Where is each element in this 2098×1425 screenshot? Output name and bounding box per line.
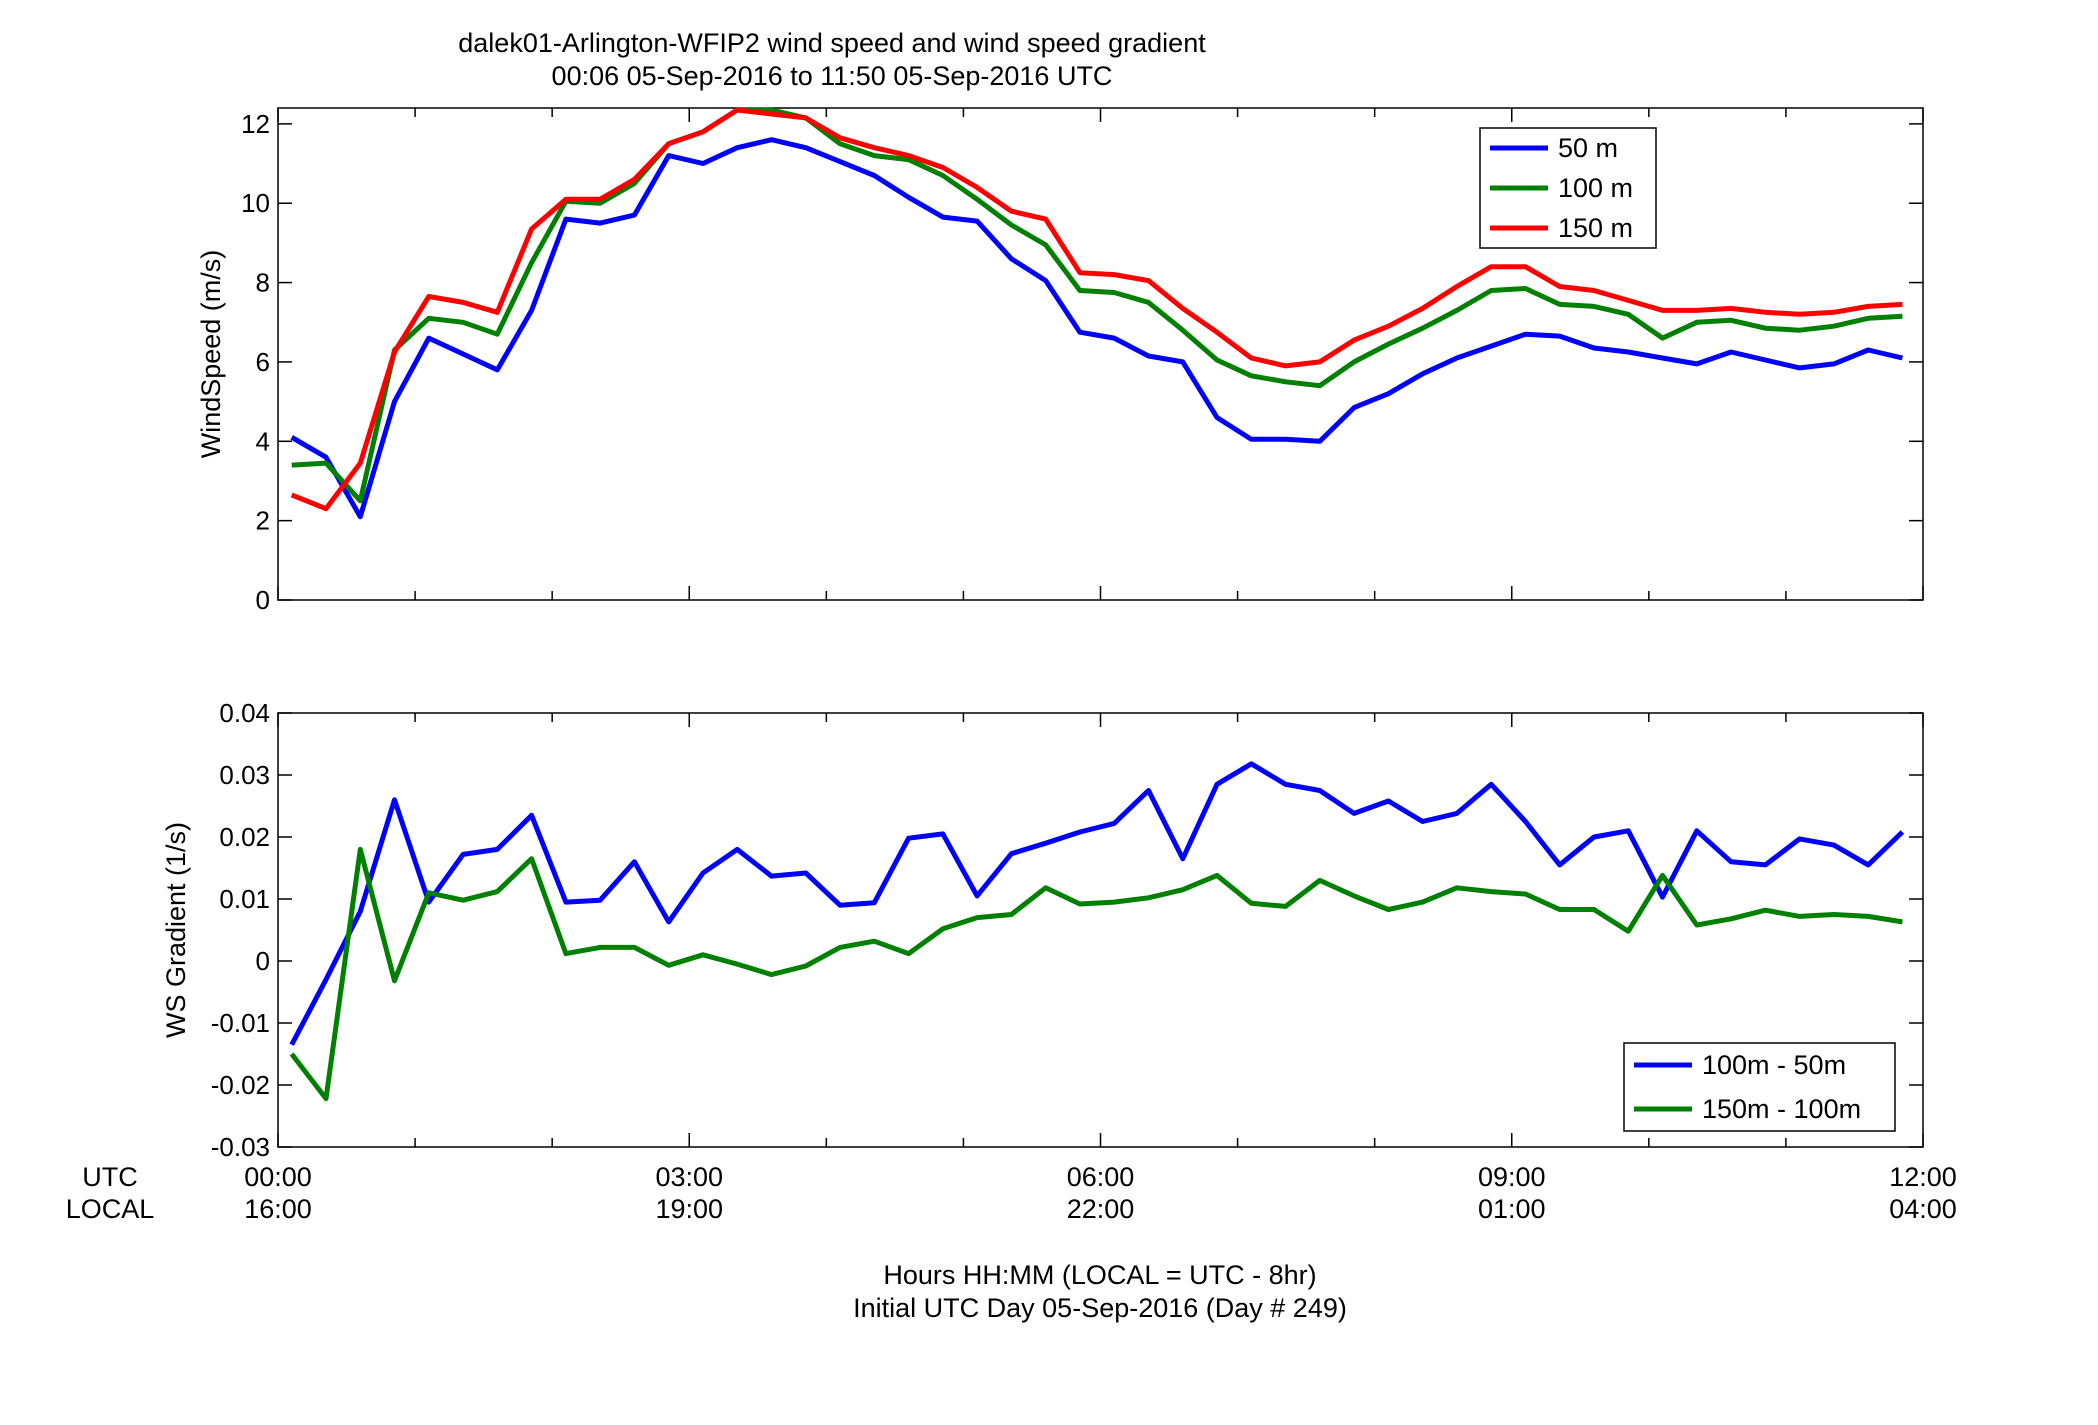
ws-gradient-legend: 100m - 50m 150m - 100m — [1623, 1042, 1896, 1132]
wind-speed-series — [290, 107, 1903, 520]
ws-gradient-y-tick-label: 0 — [256, 946, 270, 976]
wind-speed-panel: 0 2 4 6 8 10 12 WindSpeed (m/s) 50 m 100 m 150 m — [196, 107, 1924, 615]
x-tick-label-utc: 00:00 — [244, 1162, 312, 1192]
ws-gradient-legend-label: 100m - 50m — [1702, 1050, 1846, 1080]
utc-row-label: UTC — [82, 1162, 138, 1192]
x-tick-label-utc: 03:00 — [655, 1162, 723, 1192]
wind-speed-y-tick-label: 12 — [241, 109, 270, 139]
ws-gradient-y-tick-label: -0.02 — [211, 1070, 270, 1100]
x-tick-label-utc: 09:00 — [1478, 1162, 1546, 1192]
ws-gradient-y-tick-label: 0.02 — [219, 822, 270, 852]
x-tick-label-local: 22:00 — [1067, 1194, 1135, 1224]
wind-speed-y-tick-label: 8 — [256, 268, 270, 298]
ws-gradient-series-100m-50m — [289, 761, 1905, 1046]
wind-speed-y-tick-label: 6 — [256, 347, 270, 377]
wind-speed-y-tick-label: 2 — [256, 506, 270, 536]
chart-title-line1: dalek01-Arlington-WFIP2 wind speed and w… — [458, 28, 1206, 58]
x-tick-label-utc: 06:00 — [1067, 1162, 1135, 1192]
ws-gradient-panel: -0.03 -0.02 -0.01 0 0.01 0.02 0.03 0.04 WS Grad… — [161, 698, 1924, 1162]
wind-speed-y-axis-label: WindSpeed (m/s) — [196, 250, 226, 459]
chart-title-line2: 00:06 05-Sep-2016 to 11:50 05-Sep-2016 U… — [552, 61, 1113, 91]
ws-gradient-y-tick-label: 0.01 — [219, 884, 270, 914]
x-tick-label-local: 16:00 — [244, 1194, 312, 1224]
x-tick-label-local: 04:00 — [1889, 1194, 1957, 1224]
ws-gradient-ticks: -0.03 -0.02 -0.01 0 0.01 0.02 0.03 0.04 — [211, 698, 1924, 1162]
wind-speed-y-tick-label: 0 — [256, 585, 270, 615]
ws-gradient-y-tick-label: -0.01 — [211, 1008, 270, 1038]
ws-gradient-y-tick-label: 0.03 — [219, 760, 270, 790]
wind-speed-series-50-m — [290, 137, 1903, 520]
ws-gradient-legend-label: 150m - 100m — [1702, 1094, 1861, 1124]
wind-speed-series-100-m — [291, 107, 1903, 504]
ws-gradient-legend-box — [1623, 1042, 1896, 1132]
wind-speed-legend-label: 150 m — [1558, 213, 1633, 243]
x-tick-label-local: 01:00 — [1478, 1194, 1546, 1224]
x-tick-label-utc: 12:00 — [1889, 1162, 1957, 1192]
ws-gradient-y-axis-label: WS Gradient (1/s) — [161, 822, 191, 1038]
local-row-label: LOCAL — [66, 1194, 155, 1224]
wind-speed-series-150-m — [290, 107, 1903, 512]
ws-gradient-y-tick-label: 0.04 — [219, 698, 270, 728]
ws-gradient-series — [289, 761, 1905, 1102]
ws-gradient-y-tick-label: -0.03 — [211, 1132, 270, 1162]
wind-speed-legend-label: 50 m — [1558, 133, 1618, 163]
wind-speed-ticks: 0 2 4 6 8 10 12 — [241, 108, 1924, 615]
wind-speed-legend-label: 100 m — [1558, 173, 1633, 203]
ws-gradient-series-150m-100m — [289, 846, 1903, 1102]
x-tick-label-local: 19:00 — [655, 1194, 723, 1224]
x-axis-footer-line1: Hours HH:MM (LOCAL = UTC - 8hr) — [883, 1260, 1316, 1290]
wind-speed-plot-area — [277, 107, 1924, 601]
wind-speed-legend: 50 m 100 m 150 m — [1479, 127, 1657, 249]
wind-speed-y-tick-label: 10 — [241, 188, 270, 218]
wind-speed-y-tick-label: 4 — [256, 426, 270, 456]
x-axis-footer-line2: Initial UTC Day 05-Sep-2016 (Day # 249) — [853, 1293, 1347, 1323]
